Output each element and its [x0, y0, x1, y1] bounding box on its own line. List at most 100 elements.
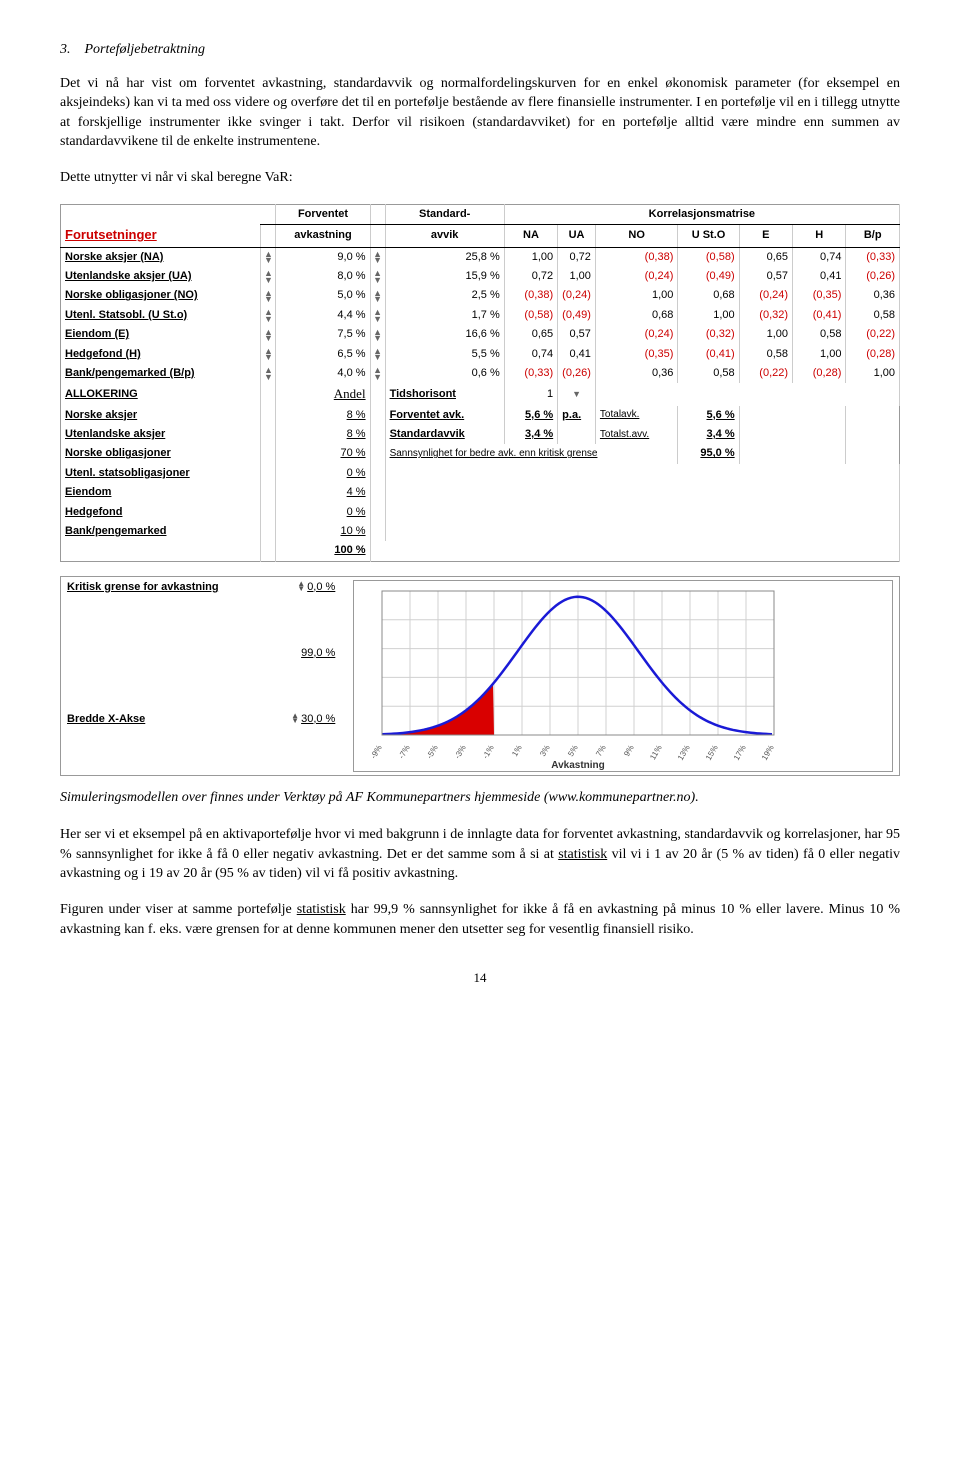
- andel-label: Andel: [276, 383, 370, 405]
- svg-text:Avkastning: Avkastning: [552, 760, 606, 771]
- std-dev[interactable]: 25,8 %: [385, 247, 504, 267]
- expected-return[interactable]: 4,4 %: [276, 306, 370, 325]
- expected-return[interactable]: 6,5 %: [276, 345, 370, 364]
- corr-cell: 0,36: [846, 286, 900, 305]
- page-number: 14: [60, 969, 900, 987]
- corr-cell: (0,38): [504, 286, 557, 305]
- totalstavv-label: Totalst.avv.: [595, 425, 677, 444]
- corr-cell: 0,58: [846, 306, 900, 325]
- bredde-label: Bredde X-Akse: [61, 709, 274, 775]
- spinner-icon[interactable]: ▲▼: [370, 325, 385, 344]
- spinner-icon[interactable]: ▲▼: [261, 247, 276, 267]
- corr-cell: (0,24): [595, 325, 677, 344]
- alloc-label: Utenl. statsobligasjoner: [61, 464, 261, 483]
- hdr-col-3: U St.O: [678, 224, 739, 247]
- paragraph-1: Det vi nå har vist om forventet avkastni…: [60, 74, 900, 152]
- totalstavv-val: 3,4 %: [678, 425, 739, 444]
- corr-cell: (0,26): [846, 267, 900, 286]
- totalavk-val: 5,6 %: [678, 406, 739, 425]
- para4-a: Figuren under viser at samme portefølje: [60, 902, 297, 917]
- hdr-col-2: NO: [595, 224, 677, 247]
- corr-cell: 0,41: [793, 267, 846, 286]
- std-dev[interactable]: 5,5 %: [385, 345, 504, 364]
- asset-label: Utenl. Statsobl. (U St.o): [61, 306, 261, 325]
- expected-return[interactable]: 9,0 %: [276, 247, 370, 267]
- hdr-col-6: B/p: [846, 224, 900, 247]
- hdr-forutsetninger: Forutsetninger: [61, 224, 261, 247]
- corr-cell: 0,74: [504, 345, 557, 364]
- spinner-icon[interactable]: ▲▼: [261, 286, 276, 305]
- corr-cell: 0,36: [595, 364, 677, 383]
- alloc-pct[interactable]: 10 %: [276, 522, 370, 541]
- forventet-avk-label: Forventet avk.: [385, 406, 504, 425]
- corr-cell: (0,58): [504, 306, 557, 325]
- spinner-icon[interactable]: ▲▼: [261, 364, 276, 383]
- corr-cell: 1,00: [678, 306, 739, 325]
- std-dev[interactable]: 16,6 %: [385, 325, 504, 344]
- alloc-label: Utenlandske aksjer: [61, 425, 261, 444]
- spinner-icon[interactable]: ▲▼: [261, 325, 276, 344]
- alloc-header: ALLOKERING: [61, 383, 261, 405]
- asset-label: Hedgefond (H): [61, 345, 261, 364]
- section-heading: 3. Porteføljebetraktning: [60, 40, 900, 60]
- corr-cell: 0,68: [678, 286, 739, 305]
- corr-cell: (0,33): [846, 247, 900, 267]
- alloc-total: 100 %: [276, 541, 370, 561]
- spinner-icon[interactable]: ▲▼: [261, 345, 276, 364]
- sannsyn-label: Sannsynlighet for bedre avk. enn kritisk…: [385, 444, 678, 463]
- corr-cell: 0,58: [793, 325, 846, 344]
- hdr-col-0: NA: [504, 224, 557, 247]
- spinner-icon[interactable]: ▲▼: [261, 267, 276, 286]
- alloc-pct[interactable]: 0 %: [276, 464, 370, 483]
- alloc-pct[interactable]: 8 %: [276, 425, 370, 444]
- corr-cell: 0,58: [739, 345, 792, 364]
- corr-cell: 0,72: [504, 267, 557, 286]
- alloc-pct[interactable]: 70 %: [276, 444, 370, 463]
- caption-text: Simuleringsmodellen over finnes under Ve…: [60, 788, 900, 808]
- corr-cell: (0,24): [739, 286, 792, 305]
- corr-cell: (0,35): [595, 345, 677, 364]
- spinner-icon[interactable]: ▲▼: [370, 345, 385, 364]
- corr-cell: 0,74: [793, 247, 846, 267]
- alloc-pct[interactable]: 4 %: [276, 483, 370, 502]
- corr-cell: 0,65: [739, 247, 792, 267]
- alloc-pct[interactable]: 8 %: [276, 406, 370, 425]
- spinner-icon[interactable]: ▲▼: [370, 247, 385, 267]
- corr-cell: (0,28): [793, 364, 846, 383]
- expected-return[interactable]: 8,0 %: [276, 267, 370, 286]
- spinner-icon[interactable]: ▲▼: [370, 364, 385, 383]
- corr-cell: (0,24): [595, 267, 677, 286]
- asset-label: Eiendom (E): [61, 325, 261, 344]
- spinner-icon[interactable]: ▲▼: [370, 267, 385, 286]
- spinner-icon[interactable]: ▲▼: [370, 306, 385, 325]
- spinner-icon[interactable]: ▲▼: [370, 286, 385, 305]
- expected-return[interactable]: 4,0 %: [276, 364, 370, 383]
- para3-b: statistisk: [558, 847, 607, 862]
- corr-cell: 1,00: [504, 247, 557, 267]
- std-dev[interactable]: 1,7 %: [385, 306, 504, 325]
- hdr-forventet: Forventet: [276, 204, 370, 224]
- corr-cell: 0,72: [558, 247, 596, 267]
- kritisk-val[interactable]: 0,0 %: [307, 581, 335, 593]
- corr-cell: (0,35): [793, 286, 846, 305]
- kritisk-label: Kritisk grense for avkastning: [61, 577, 274, 643]
- asset-label: Bank/pengemarked (B/p): [61, 364, 261, 383]
- bredde-val[interactable]: 30,0 %: [301, 713, 335, 725]
- para4-b: statistisk: [297, 902, 346, 917]
- corr-cell: 0,41: [558, 345, 596, 364]
- hdr-col-5: H: [793, 224, 846, 247]
- std-dev[interactable]: 15,9 %: [385, 267, 504, 286]
- asset-label: Utenlandske aksjer (UA): [61, 267, 261, 286]
- spinner-icon[interactable]: ▲▼: [261, 306, 276, 325]
- alloc-pct[interactable]: 0 %: [276, 503, 370, 522]
- std-dev[interactable]: 0,6 %: [385, 364, 504, 383]
- distribution-chart: -9%-7%-5%-3%-1%1%3%5%7%9%11%13%15%17%19%…: [353, 580, 893, 772]
- sannsyn-val: 95,0 %: [678, 444, 739, 463]
- expected-return[interactable]: 5,0 %: [276, 286, 370, 305]
- corr-cell: (0,49): [678, 267, 739, 286]
- paragraph-3: Her ser vi et eksempel på en aktivaporte…: [60, 825, 900, 884]
- corr-cell: (0,24): [558, 286, 596, 305]
- std-dev[interactable]: 2,5 %: [385, 286, 504, 305]
- expected-return[interactable]: 7,5 %: [276, 325, 370, 344]
- tidshorisont-val[interactable]: 1: [504, 383, 557, 405]
